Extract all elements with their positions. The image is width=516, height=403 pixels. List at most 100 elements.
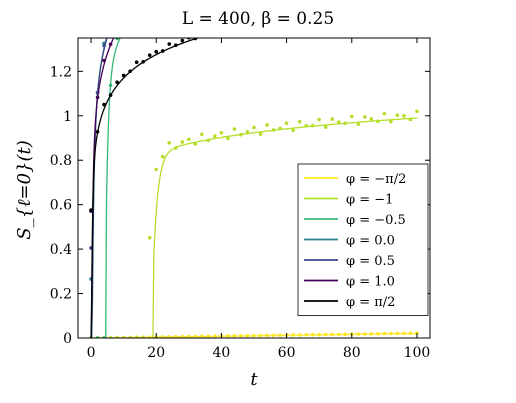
data-point <box>167 42 172 46</box>
y-tick-label: 0.4 <box>50 242 72 258</box>
data-point <box>207 32 211 36</box>
data-point <box>128 9 132 13</box>
data-point <box>122 24 126 28</box>
data-point <box>95 95 100 100</box>
data-point <box>383 0 387 1</box>
data-point <box>180 38 185 43</box>
data-point <box>350 2 354 6</box>
data-point <box>336 332 341 337</box>
data-point <box>271 333 276 338</box>
data-point <box>310 332 315 337</box>
data-point <box>219 130 224 135</box>
data-point <box>252 125 256 130</box>
data-point <box>389 1 393 5</box>
data-point <box>115 6 119 10</box>
data-point <box>102 43 106 48</box>
data-point <box>193 38 198 41</box>
data-point <box>147 235 152 240</box>
y-axis-label: S_{ℓ=0}(t) <box>14 140 35 240</box>
data-point <box>402 114 406 118</box>
data-point <box>245 129 250 134</box>
legend-entry: φ = −1 <box>346 193 393 208</box>
data-point <box>323 125 328 129</box>
data-point <box>245 333 250 338</box>
x-tick-label: 40 <box>212 345 230 361</box>
axis-ticks: 0 20 40 60 80 100 0 0.2 0.4 0.6 0.8 1 1.2 <box>50 38 431 361</box>
data-point <box>147 335 152 338</box>
data-point <box>226 334 230 338</box>
data-point <box>134 60 139 64</box>
data-point <box>297 333 302 337</box>
data-point <box>330 5 334 9</box>
data-point <box>167 335 172 338</box>
data-point <box>343 121 348 126</box>
data-point <box>291 333 295 337</box>
data-point <box>102 58 106 63</box>
data-point <box>115 80 119 85</box>
data-point <box>187 334 191 338</box>
data-point <box>304 332 308 337</box>
x-axis-label: t <box>250 369 258 390</box>
legend-entry: φ = 0.5 <box>346 254 395 269</box>
legend-entry: φ = 0.0 <box>346 234 395 249</box>
data-point <box>193 142 198 146</box>
data-point <box>213 134 217 138</box>
data-point <box>200 334 204 338</box>
data-point <box>141 59 145 64</box>
data-point <box>349 114 354 119</box>
data-point <box>382 331 387 336</box>
data-point <box>173 146 178 150</box>
data-point <box>95 129 100 134</box>
data-point <box>109 24 113 28</box>
data-point <box>226 136 230 141</box>
data-point <box>363 1 367 5</box>
data-point <box>141 4 145 8</box>
data-point <box>265 123 269 127</box>
data-point <box>376 119 380 124</box>
data-point <box>258 132 263 136</box>
data-point <box>258 333 263 338</box>
data-point <box>160 335 165 338</box>
data-point <box>376 2 380 6</box>
data-point <box>402 0 406 1</box>
data-point <box>284 121 289 125</box>
data-point <box>167 141 172 145</box>
legend-entry: φ = −0.5 <box>346 213 406 228</box>
data-point <box>291 128 295 133</box>
series-0 <box>89 331 419 338</box>
series-line <box>90 38 200 338</box>
x-tick-label: 20 <box>147 345 165 361</box>
data-point <box>135 1 139 5</box>
data-point <box>409 0 413 2</box>
data-point <box>395 331 400 336</box>
data-point <box>108 93 113 97</box>
data-point <box>115 26 119 30</box>
data-point <box>180 140 185 144</box>
chart-title: L = 400, β = 0.25 <box>182 9 334 29</box>
x-tick-label: 100 <box>404 345 431 361</box>
data-point <box>109 23 113 27</box>
data-point <box>206 138 211 143</box>
data-point <box>408 331 413 336</box>
data-point <box>121 73 126 78</box>
data-point <box>160 154 165 159</box>
y-tick-label: 0.8 <box>50 153 72 169</box>
data-point <box>310 123 315 128</box>
data-point <box>363 332 367 336</box>
data-point <box>415 109 419 114</box>
data-point <box>389 119 393 124</box>
plot-area <box>89 0 419 338</box>
data-point <box>135 0 139 2</box>
data-point <box>265 333 269 338</box>
data-point <box>180 334 185 338</box>
data-point <box>396 0 400 1</box>
data-point <box>200 132 204 137</box>
data-point <box>337 6 341 10</box>
legend-entry: φ = −π/2 <box>346 172 406 187</box>
data-point <box>389 331 393 336</box>
data-point <box>343 332 348 336</box>
data-point <box>317 332 321 337</box>
data-point <box>369 117 374 121</box>
data-point <box>323 332 328 337</box>
legend-entry: φ = π/2 <box>346 295 395 310</box>
